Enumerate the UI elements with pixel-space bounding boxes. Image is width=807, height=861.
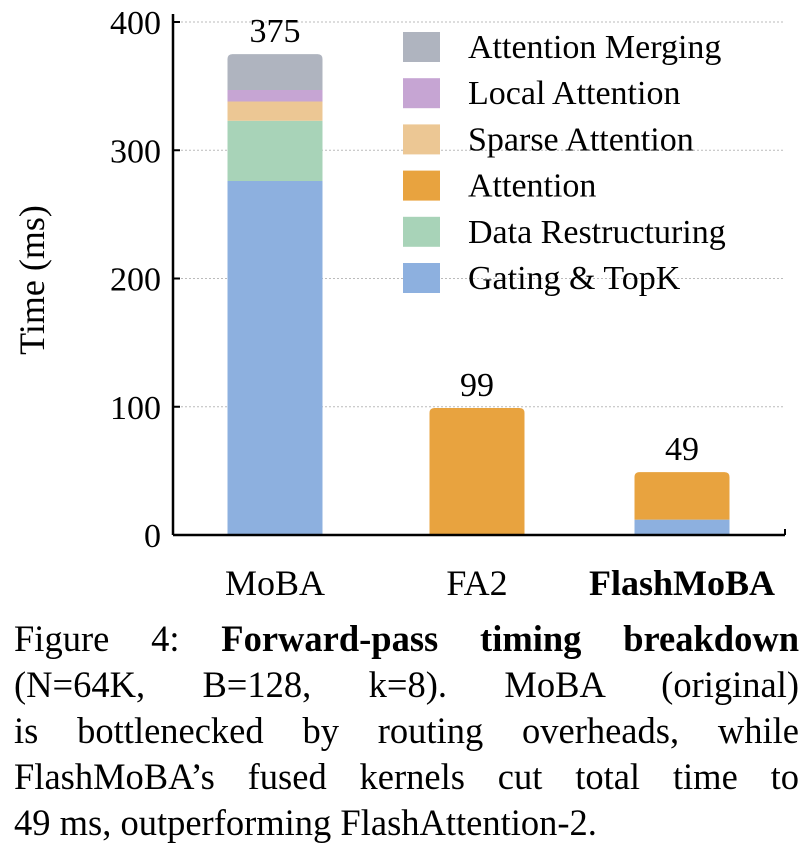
legend-label: Attention [468,168,596,205]
stacked-bar-chart: 0 100 200 300 400 375 MoBA 99 FA2 49 FlashMoBA Time… [12,5,786,603]
y-tick-label: 200 [110,262,161,299]
caption-text-4: 49 ms, outperforming FlashAttention-2. [14,802,597,843]
y-tick-label: 400 [110,5,161,42]
x-tick-label: MoBA [225,563,325,603]
legend-swatch [403,216,440,247]
legend-swatch [403,124,440,155]
x-tick-label: FA2 [446,563,507,603]
caption-text-1: MoBA (original) [504,664,799,705]
legend-label: Sparse Attention [468,121,694,158]
legend-swatch [403,263,440,293]
y-tick-label: 100 [110,390,161,427]
y-axis-label: Time (ms) [12,205,52,355]
y-tick-label: 300 [110,133,161,170]
legend-swatch [403,170,440,201]
bar-segment-gating-topk [634,519,730,535]
bar-segment-attention [634,472,730,520]
bar-segment-sparse-attention [227,101,323,121]
bar-segment-attention-merging [227,54,323,90]
y-tick-label: 0 [144,518,161,555]
caption-title: Forward-pass timing breakdown [221,618,800,659]
legend-label: Local Attention [468,75,680,112]
legend-label: Gating & TopK [468,260,681,297]
caption-text-2: is bottlenecked by routing overheads, wh… [14,710,799,751]
legend-label: Data Restructuring [468,214,726,251]
bar-total-label: 49 [665,431,699,468]
bar-segment-data-restructuring [227,120,323,182]
bar-segment-gating-topk [227,181,323,535]
legend-swatch [403,32,440,62]
caption-text-3: FlashMoBA’s fused kernels cut total time… [14,756,799,797]
bar-segment-local-attention [227,89,323,102]
x-tick-label: FlashMoBA [589,563,775,603]
caption-label: Figure 4: [14,618,180,659]
bar-total-label: 99 [460,367,494,404]
figure-caption: Figure 4: Forward-pass timing breakdown … [14,616,799,846]
legend-swatch [403,78,440,109]
legend-label: Attention Merging [468,29,721,66]
caption-params: (N=64K, B=128, k=8). [14,664,448,705]
bar-total-label: 375 [250,13,301,50]
bar-segment-attention [429,408,525,535]
